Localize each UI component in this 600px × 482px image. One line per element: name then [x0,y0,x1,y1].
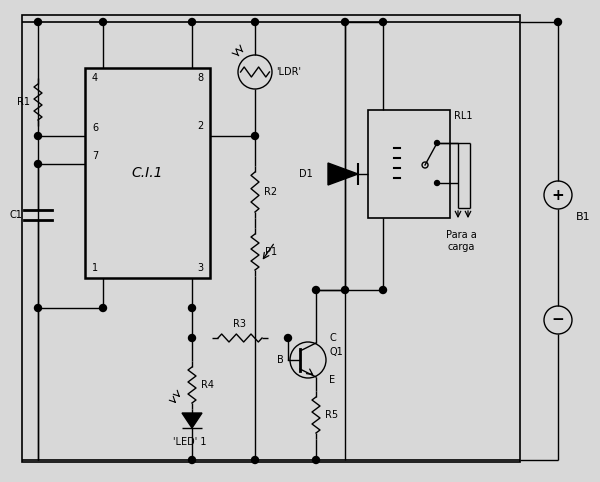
Polygon shape [328,163,358,185]
Circle shape [188,335,196,342]
Circle shape [251,456,259,464]
Text: R1: R1 [17,97,31,107]
Circle shape [434,180,440,186]
Circle shape [188,18,196,26]
Circle shape [35,161,41,168]
Text: Para a: Para a [446,230,476,240]
Text: Q1: Q1 [329,347,343,357]
Text: 6: 6 [92,123,98,133]
Circle shape [35,133,41,139]
Text: 2: 2 [197,121,203,131]
Text: 1: 1 [92,263,98,273]
Text: 'LED' 1: 'LED' 1 [173,437,207,447]
Text: B1: B1 [576,212,590,222]
Circle shape [313,286,320,294]
Circle shape [284,335,292,342]
Circle shape [380,286,386,294]
Circle shape [188,456,196,464]
Text: R3: R3 [233,319,247,329]
Circle shape [380,18,386,26]
Text: R5: R5 [325,410,338,420]
Bar [368,110,450,218]
Polygon shape [182,413,202,428]
Text: R2: R2 [265,187,278,197]
Text: C: C [329,333,336,343]
Text: 'LDR': 'LDR' [276,67,301,77]
Bar [22,15,520,462]
Text: 3: 3 [197,263,203,273]
Text: +: + [551,187,565,202]
Text: P1: P1 [265,247,277,257]
Text: C.I.1: C.I.1 [132,166,163,180]
Text: C1: C1 [10,210,22,220]
Circle shape [251,133,259,139]
Circle shape [100,18,107,26]
Circle shape [554,18,562,26]
Circle shape [341,171,349,177]
Circle shape [188,305,196,311]
Circle shape [341,18,349,26]
Circle shape [100,305,107,311]
Text: RL1: RL1 [454,111,473,121]
Text: B: B [277,355,284,365]
Text: 7: 7 [92,151,98,161]
Circle shape [434,140,440,146]
Circle shape [313,456,320,464]
Text: 4: 4 [92,73,98,83]
Text: R4: R4 [202,380,215,390]
Text: carga: carga [448,242,475,252]
Bar [85,68,210,278]
Text: D1: D1 [299,169,313,179]
Circle shape [251,18,259,26]
Text: 8: 8 [197,73,203,83]
Text: −: − [551,312,565,327]
Circle shape [35,18,41,26]
Circle shape [35,305,41,311]
Circle shape [341,286,349,294]
Text: E: E [329,375,335,385]
